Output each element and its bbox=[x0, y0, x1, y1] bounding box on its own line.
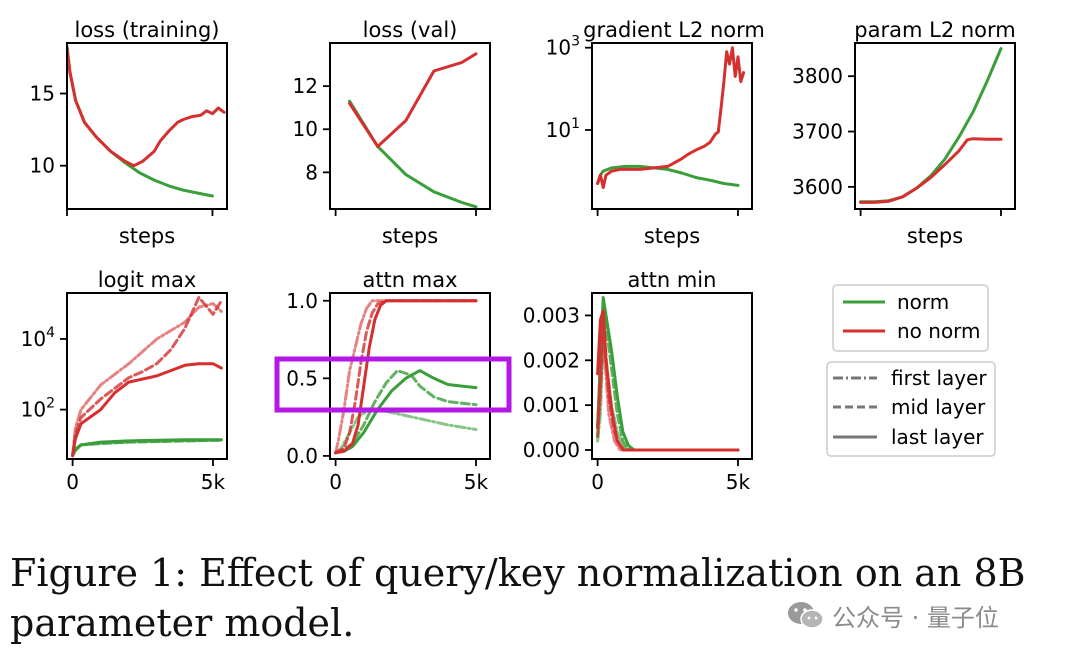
series-no-norm-last-layer bbox=[71, 362, 223, 458]
series-no-norm-last-layer bbox=[67, 45, 226, 168]
y-tick-label: 0.5 bbox=[286, 366, 318, 390]
x-tick-label: 5k bbox=[726, 470, 751, 494]
y-tick-label: 3700 bbox=[792, 120, 843, 144]
y-tick-label: 103 bbox=[546, 34, 580, 60]
series-no-norm-last-layer bbox=[334, 299, 478, 455]
series-norm-last-layer bbox=[71, 438, 223, 458]
y-tick-label: 0.003 bbox=[523, 303, 580, 327]
y-tick-label: 1.0 bbox=[286, 289, 318, 313]
legend-label-first-layer: first layer bbox=[891, 366, 987, 390]
y-tick-label: 12 bbox=[293, 74, 318, 98]
axes-frame bbox=[591, 292, 753, 460]
panel-param-l2-norm: param L2 norm 3600 3700 3800 steps bbox=[792, 18, 1016, 248]
legend-label-mid-layer: mid layer bbox=[891, 395, 986, 419]
y-tick-label: 3800 bbox=[792, 64, 843, 88]
x-axis-label: steps bbox=[644, 224, 700, 248]
axes-frame bbox=[66, 42, 228, 210]
panel-title: loss (training) bbox=[75, 18, 220, 42]
x-axis-label: steps bbox=[382, 224, 438, 248]
y-tick-label: 8 bbox=[305, 160, 318, 184]
x-tick-label: 0 bbox=[591, 470, 604, 494]
y-tick-label: 0.000 bbox=[523, 438, 580, 462]
series-norm-last-layer bbox=[348, 99, 478, 209]
legend-colors: norm no norm bbox=[832, 284, 989, 352]
series-norm-last-layer bbox=[334, 369, 478, 455]
panel-loss-val: loss (val) 8 10 12 steps bbox=[293, 18, 491, 248]
legend-label-last-layer: last layer bbox=[891, 425, 984, 449]
legend-label-norm: norm bbox=[897, 290, 949, 314]
panel-title: param L2 norm bbox=[854, 18, 1015, 42]
series-no-norm-last-layer bbox=[859, 137, 1003, 204]
panel-title: loss (val) bbox=[363, 18, 458, 42]
panel-title: logit max bbox=[98, 268, 197, 292]
y-tick-label: 104 bbox=[21, 325, 55, 351]
watermark-text: 公众号 · 量子位 bbox=[832, 604, 999, 632]
panel-title: attn min bbox=[628, 268, 717, 292]
y-tick-label: 15 bbox=[30, 82, 55, 106]
axes-frame bbox=[854, 42, 1016, 210]
y-tick-label: 10 bbox=[30, 154, 55, 178]
series-no-norm-last-layer bbox=[596, 46, 746, 189]
wechat-icon bbox=[788, 602, 824, 629]
series-no-norm-mid-layer bbox=[71, 295, 223, 458]
x-tick-label: 5k bbox=[464, 470, 489, 494]
panel-loss-training: loss (training) 10 15 steps bbox=[30, 18, 228, 248]
y-tick-label: 3600 bbox=[792, 175, 843, 199]
panel-title: attn max bbox=[362, 268, 457, 292]
x-tick-label: 0 bbox=[66, 470, 79, 494]
legend-label-no-norm: no norm bbox=[897, 319, 981, 343]
y-tick-label: 101 bbox=[546, 116, 580, 142]
panel-gradient-l2-norm: gradient L2 norm 101 103 steps bbox=[546, 18, 765, 248]
panel-attn-max: attn max 0 5k 0.0 0.5 1.0 bbox=[286, 268, 491, 494]
x-axis-label: steps bbox=[907, 224, 963, 248]
legend-frame bbox=[826, 361, 996, 457]
series-norm-mid-layer bbox=[596, 305, 740, 452]
x-tick-label: 0 bbox=[329, 470, 342, 494]
highlight-box bbox=[274, 356, 512, 413]
series-no-norm-mid-layer bbox=[596, 313, 740, 452]
y-tick-label: 102 bbox=[21, 396, 55, 422]
y-tick-label: 0.002 bbox=[523, 348, 580, 372]
panel-title: gradient L2 norm bbox=[583, 18, 765, 42]
series-norm-last-layer bbox=[67, 45, 214, 198]
panel-attn-min: attn min 0 5k 0.000 0.001 0.002 0.003 bbox=[523, 268, 753, 494]
axes-frame bbox=[329, 292, 491, 460]
axes-frame bbox=[329, 42, 491, 210]
series-no-norm-last-layer bbox=[348, 52, 478, 148]
axes-frame bbox=[591, 42, 753, 210]
series-norm-first-layer bbox=[596, 336, 740, 452]
figure: loss (training) 10 15 steps loss (val) 8 1… bbox=[21, 18, 1016, 494]
x-tick-label: 5k bbox=[201, 470, 226, 494]
y-tick-label: 0.001 bbox=[523, 393, 580, 417]
axes-frame bbox=[66, 292, 228, 460]
figure-caption: Figure 1: Effect of query/key normalizat… bbox=[10, 551, 1026, 645]
y-tick-label: 0.0 bbox=[286, 444, 318, 468]
panel-logit-max: logit max 0 5k 102 104 bbox=[21, 268, 228, 494]
y-tick-label: 10 bbox=[293, 117, 318, 141]
legend-styles: first layer mid layer last layer bbox=[826, 361, 996, 457]
x-axis-label: steps bbox=[119, 224, 175, 248]
series-no-norm-last-layer bbox=[596, 309, 740, 452]
